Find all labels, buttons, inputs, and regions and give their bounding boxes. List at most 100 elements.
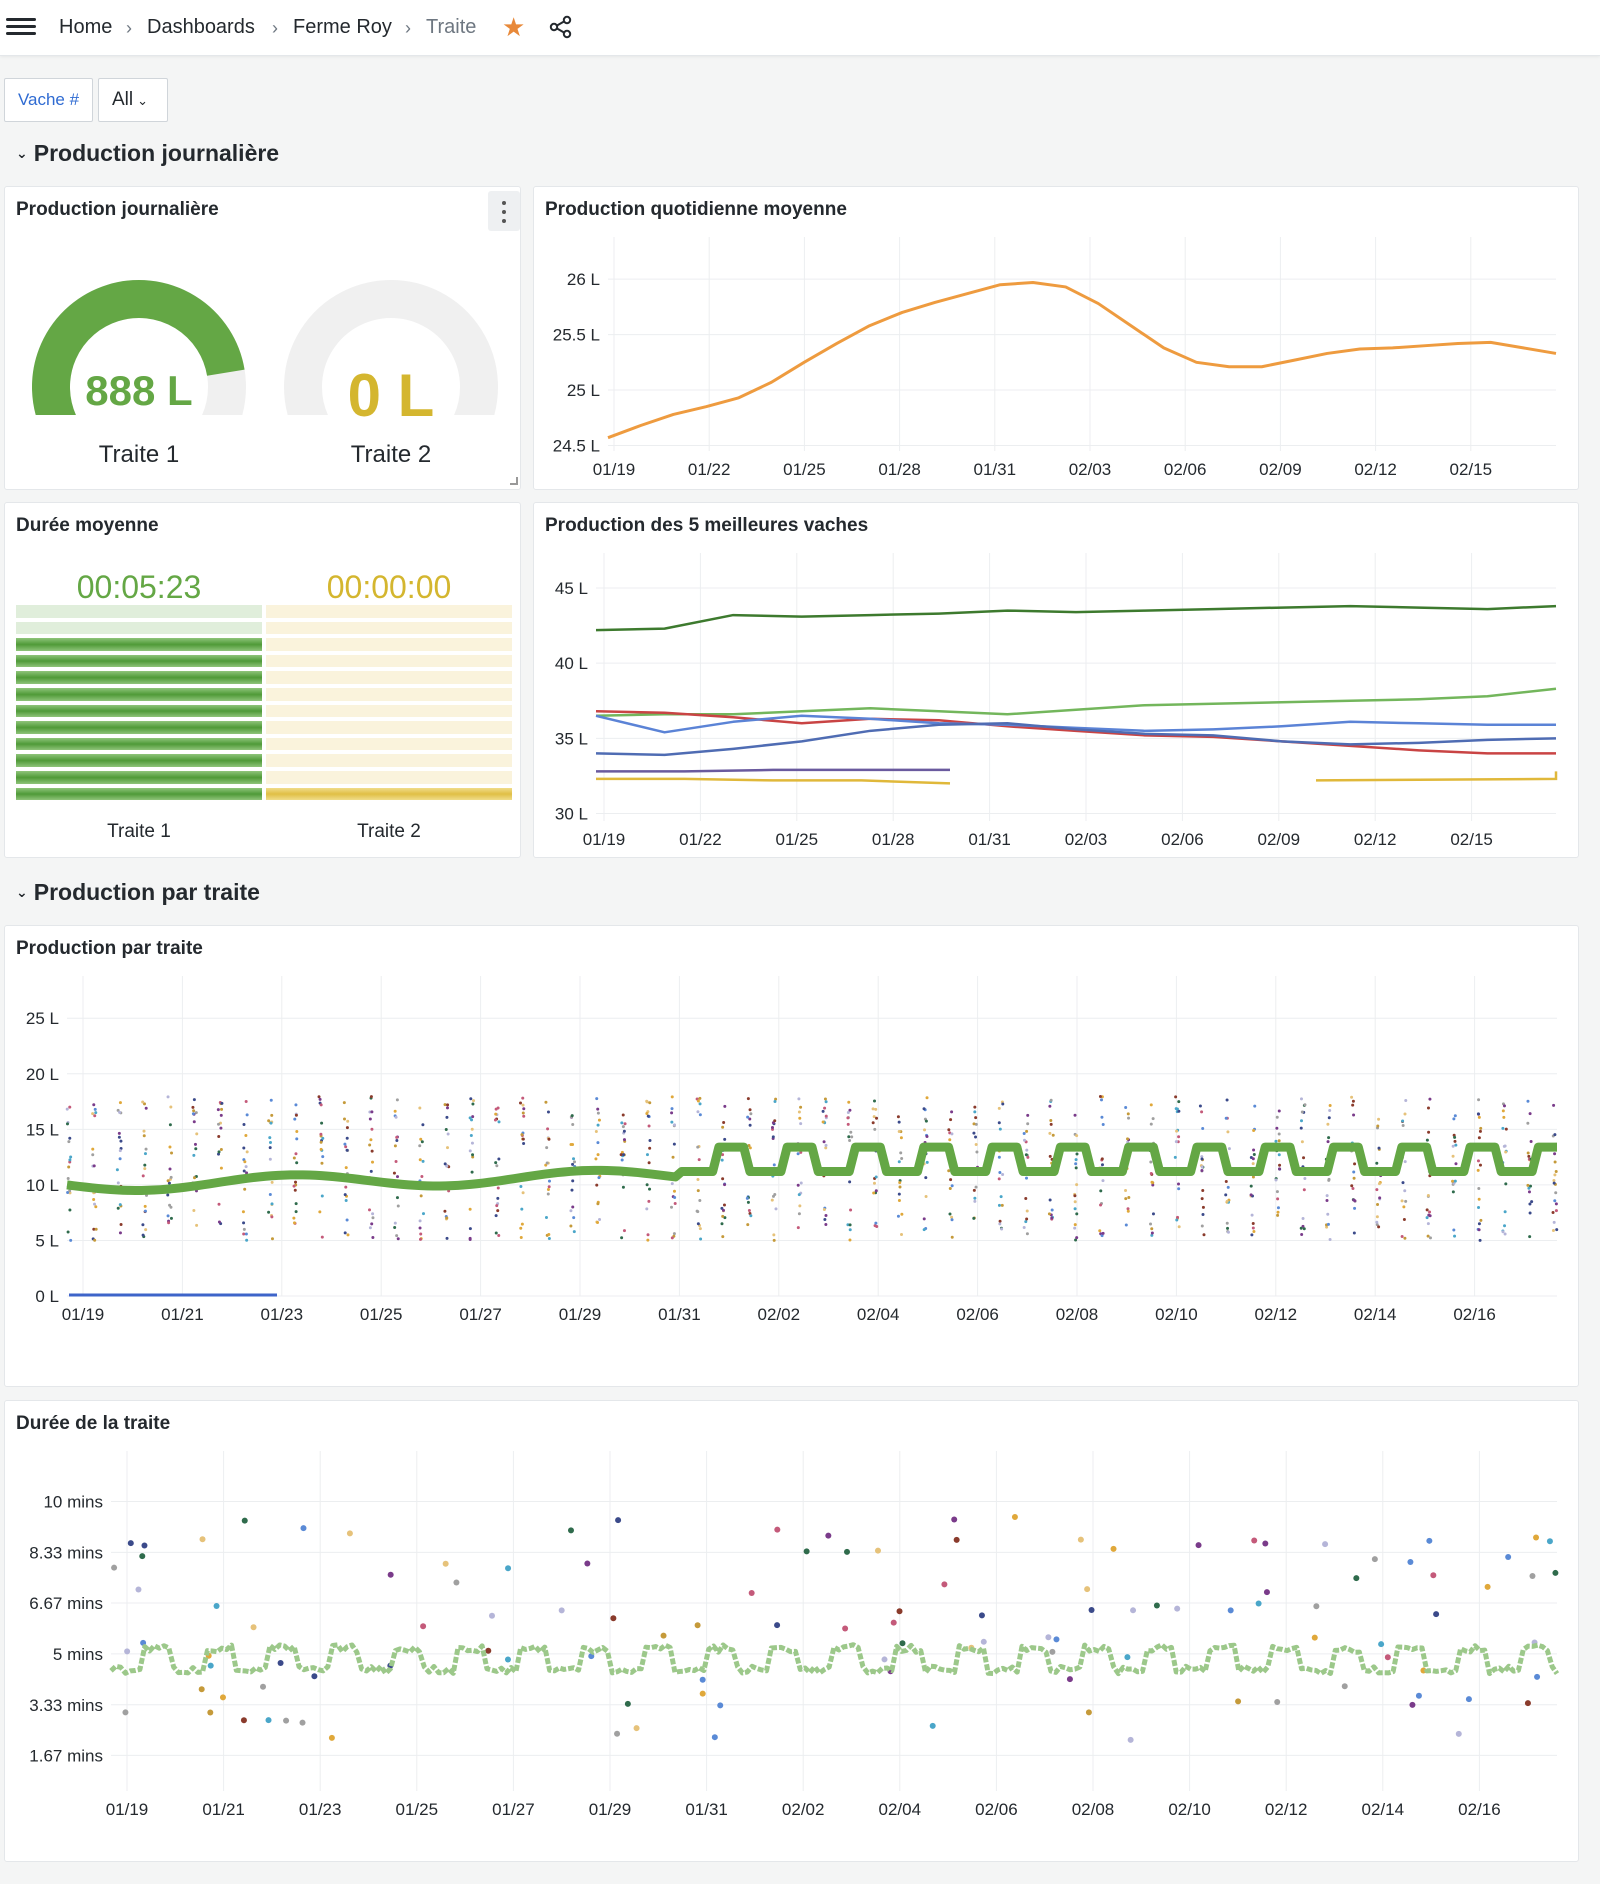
data-point [1453,1135,1457,1139]
data-point [1275,1126,1279,1130]
data-point [1375,1161,1379,1165]
data-point [846,1223,850,1227]
data-point [571,1205,575,1209]
data-point [371,1212,375,1216]
x-tick-label: 02/10 [1155,1305,1198,1324]
data-point [721,1235,725,1239]
data-point [846,1122,850,1126]
data-point [169,1175,173,1179]
data-point [621,1113,625,1117]
data-point [370,1149,374,1153]
data-point [199,1536,206,1543]
data-point [242,1122,246,1126]
data-point [1299,1226,1303,1230]
data-point [1276,1206,1280,1210]
data-point [1251,1221,1255,1225]
data-point [1553,1173,1557,1177]
data-point [1277,1132,1281,1136]
data-point [245,1171,249,1175]
row-header-daily[interactable]: ⌄ Production journalière [16,140,279,167]
data-point [772,1163,776,1167]
data-point [623,1122,627,1126]
breadcrumb-dashboards[interactable]: Dashboards [147,16,255,38]
data-point [875,1116,879,1120]
share-icon[interactable] [548,14,574,40]
row-header-per-milking[interactable]: ⌄ Production par traite [16,879,260,906]
data-point [1127,1736,1134,1743]
star-icon[interactable]: ★ [502,12,526,42]
data-point [1303,1103,1307,1107]
data-point [596,1123,600,1127]
data-point [1477,1228,1481,1232]
data-point [1352,1231,1356,1235]
data-point [1402,1205,1406,1209]
duration-bar-2 [266,605,512,801]
resize-handle-icon[interactable] [510,477,518,485]
data-point [721,1125,725,1129]
data-point [1479,1126,1483,1130]
data-point [1024,1220,1028,1224]
breadcrumb-folder[interactable]: Ferme Roy [293,16,392,38]
data-point [66,1177,70,1181]
data-point [505,1565,512,1572]
data-point [1126,1207,1130,1211]
data-point [1403,1112,1407,1116]
data-point [91,1112,95,1116]
data-point [1051,1133,1055,1137]
data-point [1553,1133,1557,1137]
menu-icon[interactable] [6,14,36,42]
data-point [242,1232,246,1236]
data-point [1200,1110,1204,1114]
data-point [395,1098,399,1102]
data-point [547,1185,551,1189]
variable-select[interactable]: All ⌄ [98,78,168,122]
data-point [1325,1194,1329,1198]
data-point [821,1120,825,1124]
data-point [624,1700,631,1707]
x-tick-label: 01/25 [360,1305,403,1324]
data-point [1099,1098,1103,1102]
data-point [1001,1172,1005,1176]
top-bar: Home › Dashboards › Ferme Roy › Traite ★ [0,0,1600,56]
data-point [925,1160,929,1164]
data-point [1049,1098,1053,1102]
data-point [1353,1575,1360,1582]
data-point [748,1590,755,1597]
data-point [748,1108,752,1112]
data-point [974,1185,978,1189]
duration-bar-segment [266,737,512,751]
x-tick-label: 02/06 [956,1305,999,1324]
data-point [848,1108,852,1112]
data-point [396,1237,400,1241]
data-point [1353,1206,1357,1210]
data-point [799,1122,803,1126]
data-point [1376,1124,1380,1128]
data-point [472,1099,476,1103]
x-tick-label: 02/03 [1069,460,1112,479]
panel-menu-button[interactable] [488,191,520,231]
data-point [720,1158,724,1162]
data-point [207,1662,214,1669]
data-point [1377,1225,1381,1229]
data-point [772,1233,776,1237]
data-point [824,1100,828,1104]
data-point [890,1619,897,1626]
data-point [672,1232,676,1236]
data-point [321,1155,325,1159]
data-point [922,1228,926,1232]
gauge-traite-1 [32,280,246,415]
data-point [1300,1110,1304,1114]
data-point [488,1612,495,1619]
data-point [1479,1218,1483,1222]
breadcrumb-home[interactable]: Home [59,16,113,38]
data-point [1251,1537,1258,1544]
data-point [598,1218,602,1222]
data-point [619,1153,623,1157]
x-tick-label: 02/12 [1255,1305,1298,1324]
data-point [242,1221,246,1225]
data-point [1025,1148,1029,1152]
data-point [823,1218,827,1222]
x-tick-label: 01/31 [685,1800,728,1819]
data-point [1400,1235,1404,1239]
data-point [973,1196,977,1200]
